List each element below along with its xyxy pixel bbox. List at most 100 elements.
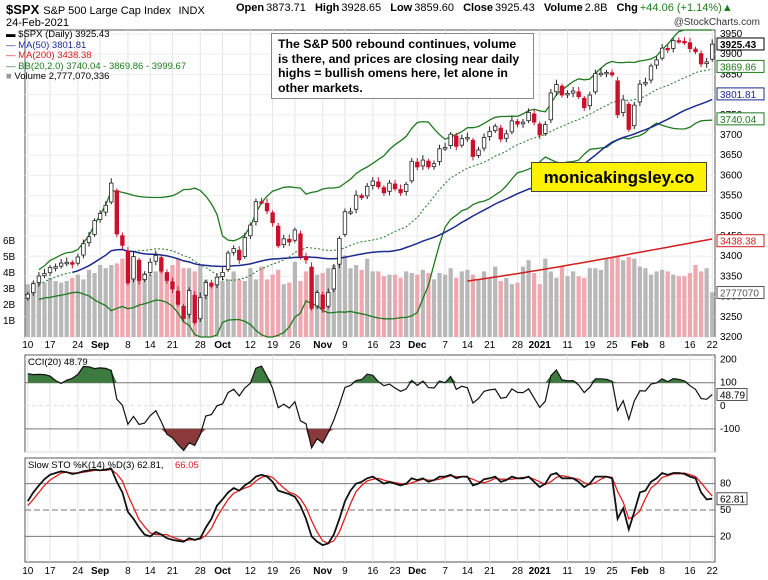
volume-bar [398,277,403,337]
y-tick-label: 3500 [720,211,743,222]
x-tick-label: 10 [22,340,34,351]
candle-body [481,137,487,149]
brand-label: monicakingsley.co [531,162,707,192]
cci-tick-label: 200 [720,355,737,366]
price-label-box [716,87,765,101]
volume-bar [31,282,36,337]
volume-bar [120,258,125,337]
volume-bar [409,273,414,337]
candle-body [370,180,375,186]
volume-bar [598,269,604,337]
volume-bar [554,277,559,337]
candle-body [626,103,631,130]
x-tick-label: 14 [145,340,157,351]
x-tick-label: 16 [367,566,379,577]
open-value: 3873.71 [266,2,306,14]
candle-body [253,201,259,222]
candle-body [609,72,615,76]
volume-bar [559,266,565,337]
volume-bar [36,281,42,337]
candle-body [437,148,442,162]
low-value: 3859.60 [414,2,454,14]
candle-body [109,182,114,203]
volume-bar [671,274,676,337]
legend-volume: ■ Volume 2,777,070,336 [6,71,110,82]
volume-bar [348,268,353,337]
x-tick-label: 7 [442,566,448,577]
volume-bar [25,284,30,337]
candle-body [693,48,698,53]
candle-body [459,138,464,146]
candle-body [320,294,325,310]
volume-bar [565,276,570,337]
sto-last-label: 62.81 [720,495,745,506]
x-tick-label: 8 [125,566,131,577]
candle-body [415,161,420,168]
x-tick-label: 25 [606,340,618,351]
y-tick-label: 3350 [720,271,743,282]
candle-body [53,266,58,269]
candle-body [431,163,437,167]
volume-bar [643,268,648,337]
volume-bar [131,268,136,337]
candle-body [348,211,353,214]
low-label: Low [390,2,413,14]
candle-body [331,268,337,290]
volume-bar [431,279,437,337]
price-label: 3438.38 [720,237,757,248]
volume-bar [487,277,492,337]
x-tick-label: 28 [195,340,207,351]
volume-bar [593,268,598,337]
candle-body [309,266,314,309]
candle-body [209,282,214,287]
x-tick-label: Sep [91,566,109,577]
volume-bar [437,273,442,337]
volume-bar [331,265,336,337]
candle-body [710,43,715,60]
index-name: S&P 500 Large Cap Index [43,5,171,17]
y-tick-label: 3700 [720,130,743,141]
candle-body [175,290,181,305]
volume-tick-label: 2B [3,300,16,311]
candle-body [326,292,331,307]
volume-bar [665,271,670,337]
candle-body [120,235,125,246]
volume-bar [214,277,220,337]
volume-bar [387,274,392,337]
candle-body [632,104,637,127]
volume-bar [682,276,687,337]
volume-bar [604,258,609,337]
volume-bar [159,261,164,337]
volume-bar [526,260,531,337]
sto-tick-label: 50 [720,505,732,516]
volume-bar [615,255,620,337]
candle-body [359,195,364,199]
volume-bar [264,279,270,337]
volume-bar [270,274,275,337]
x-tick-label: 16 [367,340,379,351]
candle-body [225,252,231,270]
volume-bar [654,271,659,337]
cci-last-box [716,387,748,401]
candle-body [337,238,342,265]
annotation-box: The S&P 500 rebound continues, volume is… [271,33,534,99]
volume-bar [353,265,359,337]
candle-body [64,261,69,265]
volume-bar [660,269,665,337]
price-label: 3869.86 [720,62,757,73]
open-label: Open [236,2,265,14]
volume-tick-label: 6B [3,236,16,247]
volume-bar [209,284,214,337]
price-label: 3801.81 [720,90,757,101]
high-value: 3928.65 [341,2,382,14]
x-tick-label: 12 [245,566,257,577]
volume-bar [164,276,170,337]
volume-bar [582,277,587,337]
volume-bar [448,268,453,337]
sto-tick-label: 20 [720,531,732,542]
candle-body [181,306,186,319]
volume-bar [359,269,364,337]
volume-bar [370,271,375,337]
x-tick-label: Oct [214,566,231,577]
candle-body [565,93,570,96]
